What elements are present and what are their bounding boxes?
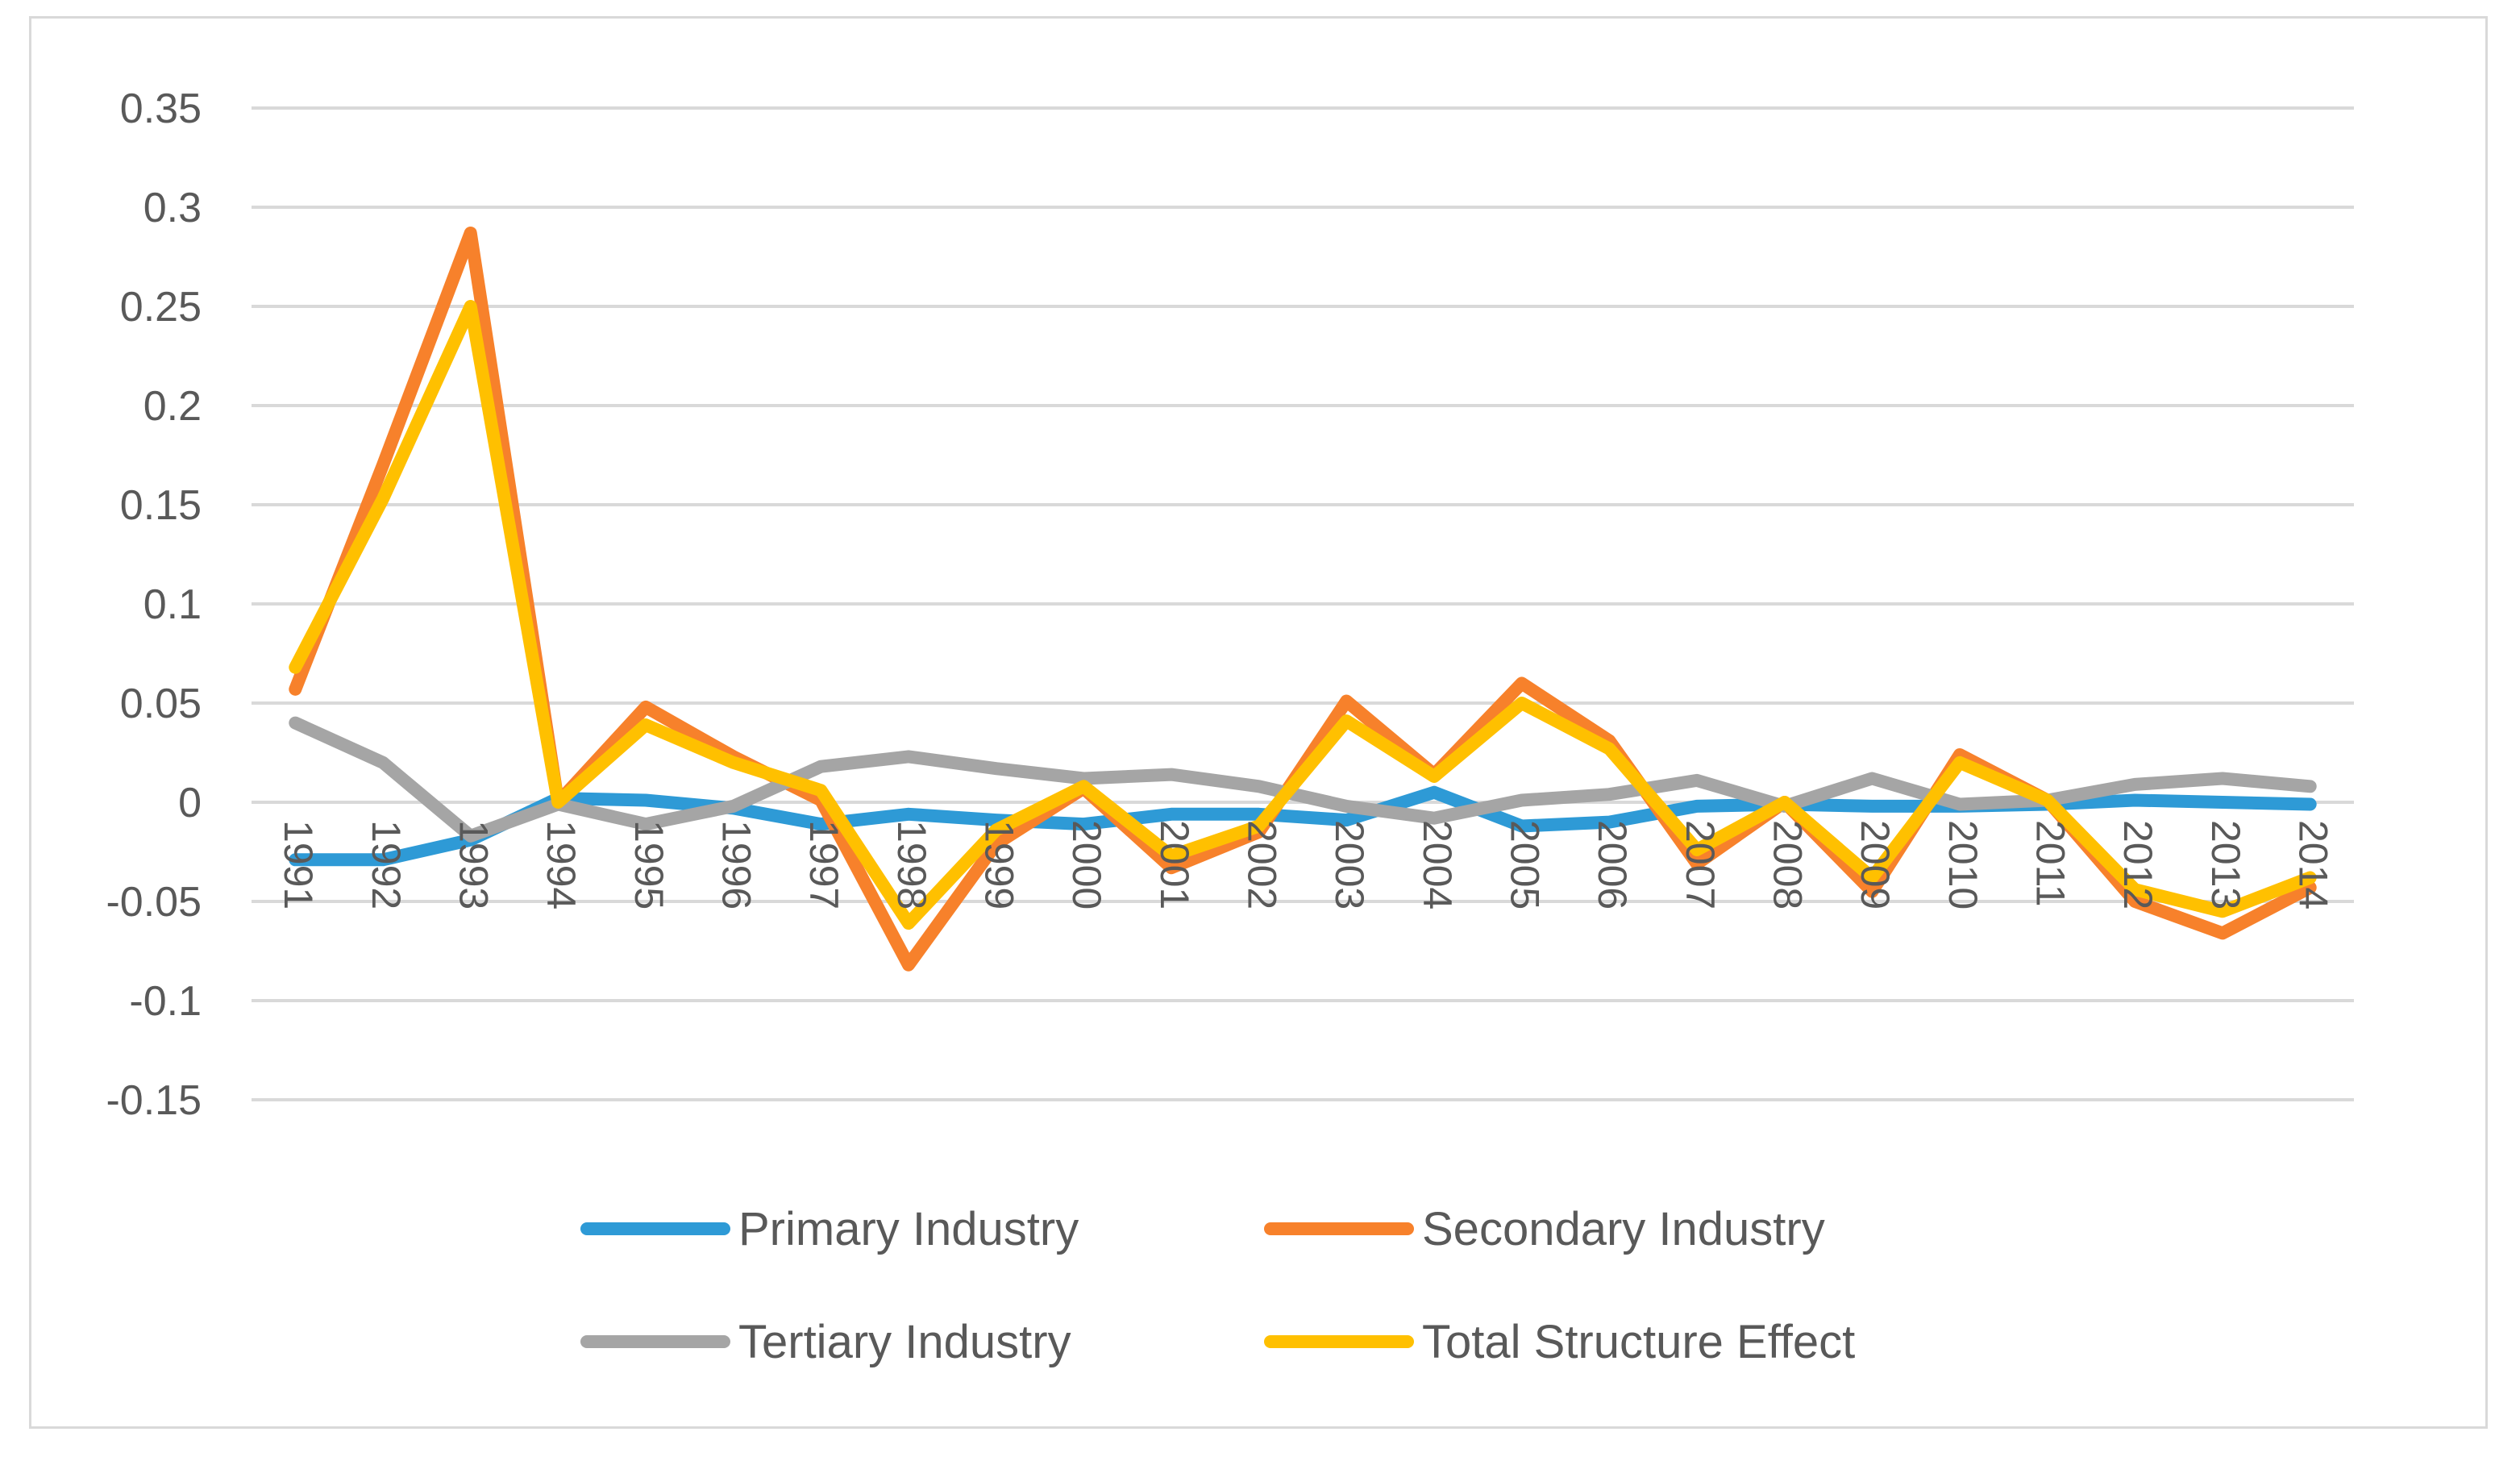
x-tick-label: 2003 — [1327, 820, 1372, 909]
x-tick-label: 1991 — [276, 820, 321, 909]
x-tick-label: 2011 — [2027, 820, 2073, 907]
series-line-total-structure-effect — [289, 300, 2317, 930]
x-tick-label: 1999 — [976, 820, 1021, 909]
x-tick-label: 2006 — [1590, 820, 1635, 909]
y-tick-label: 0.35 — [120, 85, 202, 132]
y-axis-tick-labels: 0.35 0.3 0.25 0.2 0.15 0.1 0.05 0 -0.05 -0.1 -0.15 — [106, 85, 202, 1124]
legend-label-primary-industry: Primary Industry — [738, 1203, 1079, 1255]
y-tick-label: 0.25 — [120, 284, 202, 331]
series-lines — [289, 227, 2317, 972]
x-tick-label: 1994 — [539, 820, 584, 909]
y-tick-label: -0.15 — [106, 1077, 202, 1124]
x-tick-label: 1993 — [451, 820, 496, 909]
x-tick-label: 2008 — [1765, 820, 1810, 909]
legend-label-total-structure-effect: Total Structure Effect — [1422, 1316, 1855, 1368]
x-tick-label: 1998 — [889, 820, 934, 909]
gridlines — [252, 106, 2354, 1101]
x-tick-label: 2002 — [1239, 820, 1284, 909]
legend-label-tertiary-industry: Tertiary Industry — [738, 1316, 1071, 1368]
x-tick-label: 1996 — [713, 820, 759, 909]
x-tick-label: 2000 — [1064, 820, 1109, 909]
series-line-secondary-industry — [289, 227, 2317, 972]
legend: Primary Industry Secondary Industry Tertia… — [580, 1203, 1855, 1368]
x-tick-label: 2014 — [2290, 820, 2335, 909]
y-tick-label: 0.1 — [143, 581, 202, 628]
x-tick-label: 2012 — [2115, 820, 2160, 909]
x-tick-label: 1992 — [364, 820, 409, 909]
x-axis-tick-labels: 1991 1992 1993 1994 1995 1996 1997 1998 1999 2000… — [276, 820, 2335, 909]
legend-label-secondary-industry: Secondary Industry — [1422, 1203, 1825, 1255]
x-tick-label: 2013 — [2203, 820, 2248, 909]
y-tick-label: 0.2 — [143, 383, 202, 430]
x-tick-label: 2010 — [1940, 820, 1986, 909]
y-tick-label: -0.05 — [106, 879, 202, 926]
x-tick-label: 2001 — [1152, 820, 1197, 909]
series-line-tertiary-industry — [289, 716, 2317, 843]
x-tick-label: 2009 — [1853, 820, 1898, 909]
chart-frame — [29, 16, 2488, 1429]
x-tick-label: 2007 — [1678, 820, 1723, 909]
y-tick-label: -0.1 — [129, 978, 202, 1025]
y-tick-label: 0.05 — [120, 681, 202, 727]
x-tick-label: 2004 — [1415, 820, 1460, 909]
x-tick-label: 2005 — [1502, 820, 1547, 909]
y-tick-label: 0.15 — [120, 482, 202, 529]
x-tick-label: 1995 — [626, 820, 672, 909]
y-tick-label: 0 — [178, 780, 202, 826]
y-tick-label: 0.3 — [143, 185, 202, 231]
x-tick-label: 1997 — [801, 820, 846, 909]
